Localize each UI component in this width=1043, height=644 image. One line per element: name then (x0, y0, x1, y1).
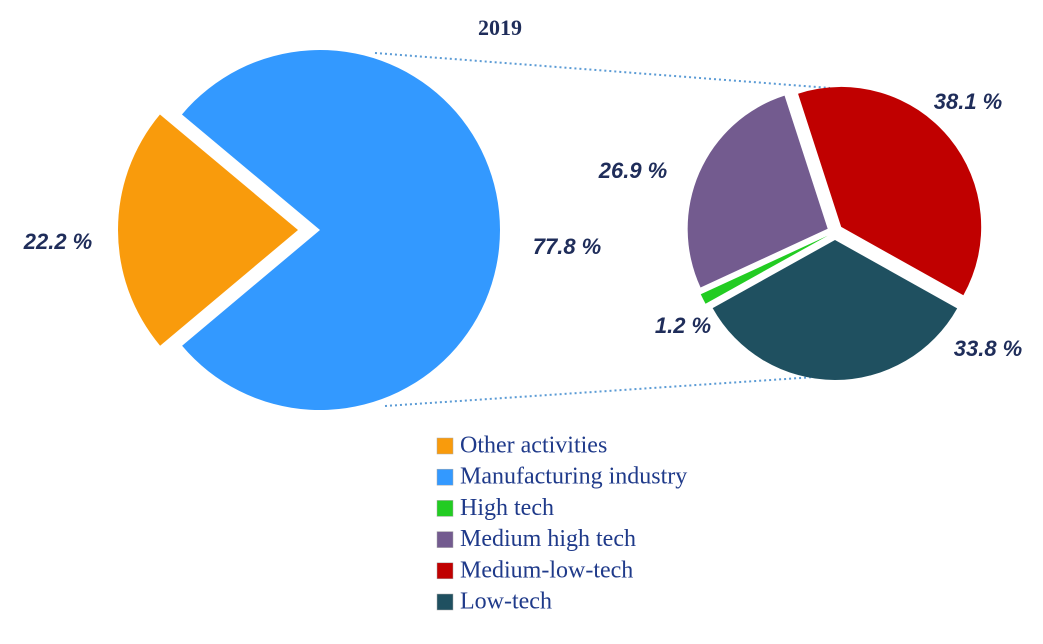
pie-slice (117, 114, 298, 346)
connector-line (374, 52, 831, 89)
chart-title: 2019 (478, 15, 522, 40)
pie-slice (798, 86, 982, 296)
legend-swatch (436, 468, 454, 486)
legend-swatch (436, 562, 454, 580)
legend-label: Manufacturing industry (460, 464, 687, 490)
data-label: 38.1 % (934, 89, 1003, 114)
data-label: 33.8 % (954, 336, 1023, 361)
connector-line (384, 375, 831, 407)
legend-swatch (436, 593, 454, 611)
legend-label: High tech (460, 495, 554, 521)
pie-slice (700, 235, 828, 304)
data-label: 26.9 % (598, 158, 668, 183)
legend-swatch (436, 437, 454, 455)
data-label: 1.2 % (655, 313, 711, 338)
legend-label: Low-tech (460, 589, 552, 615)
legend-label: Other activities (460, 433, 607, 459)
data-label: 77.8 % (533, 234, 602, 259)
legend-label: Medium high tech (460, 526, 636, 552)
legend-swatch (436, 500, 454, 517)
pie-slice (181, 50, 500, 411)
legend-swatch (436, 531, 454, 548)
legend-label: Medium-low-tech (460, 557, 633, 583)
pie-slice (712, 240, 958, 381)
data-label: 22.2 % (23, 229, 93, 254)
pie-slice (687, 95, 828, 288)
